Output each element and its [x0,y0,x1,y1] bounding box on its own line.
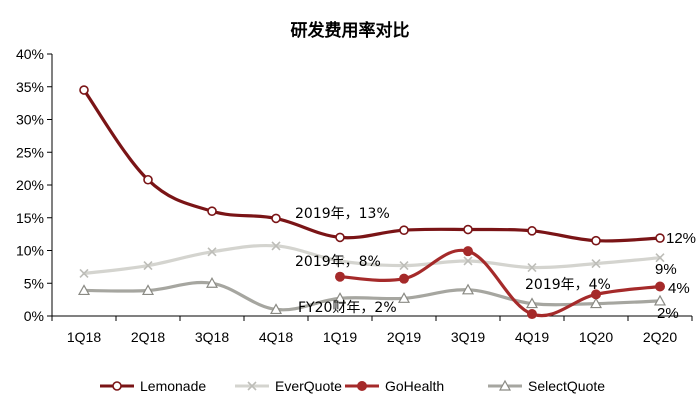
point-everquote [591,259,601,269]
legend-marker-everquote [247,381,257,391]
annotation-selectquote-fy20: FY20财年，2% [298,300,397,316]
y-tick-label: 30% [16,112,44,128]
x-tick-label: 1Q20 [579,329,613,345]
x-tick-label: 2Q20 [643,329,677,345]
x-axis: 1Q18 2Q18 3Q18 4Q18 1Q19 2Q19 3Q19 4Q19 1Q20 2Q20 [51,315,693,345]
x-tick-label: 2Q18 [131,329,165,345]
point-everquote [143,260,153,271]
annotation-gohealth-2019: 2019年，4% [525,277,611,293]
point-gohealth [527,309,537,320]
point-lemonade [655,233,665,243]
y-tick-label: 20% [16,177,44,193]
point-lemonade [207,206,217,216]
end-label-lemonade: 12% [666,230,696,247]
point-everquote [271,241,281,251]
point-gohealth [463,246,473,257]
point-everquote [527,262,537,273]
point-selectquote [269,303,283,315]
y-tick-label: 35% [16,79,44,95]
y-tick-label: 10% [16,243,44,259]
y-tick-label: 0% [24,308,44,324]
point-everquote [399,260,409,271]
legend-marker-gohealth [357,381,367,391]
point-everquote [207,247,217,257]
chart-title: 研发费用率对比 [291,20,410,41]
series-line-lemonade [82,88,662,243]
point-selectquote [525,297,539,309]
point-everquote [655,253,665,263]
legend-label-selectquote: SelectQuote [528,378,605,394]
y-tick-label: 5% [24,275,44,291]
end-label-everquote: 9% [655,261,677,278]
point-selectquote [397,292,411,303]
end-label-gohealth: 4% [668,280,690,297]
point-gohealth [591,289,601,300]
end-label-selectquote: 2% [657,305,679,322]
point-selectquote [589,297,603,309]
point-selectquote [653,294,667,306]
end-labels: 12% 9% 4% 2% [655,230,696,322]
point-gohealth [335,271,345,282]
point-lemonade [271,213,281,224]
point-gohealth [399,273,409,284]
point-lemonade [591,235,601,246]
legend-marker-selectquote [498,379,512,391]
point-lemonade [335,232,345,243]
x-tick-label: 1Q19 [323,329,357,345]
point-lemonade [79,85,89,95]
point-lemonade [143,174,153,185]
annotation-everquote-2019: 2019年，8% [295,254,381,270]
x-tick-label: 4Q18 [259,329,293,345]
series-line-selectquote [82,280,662,312]
x-tick-label: 1Q18 [67,329,101,345]
legend: Lemonade EverQuote GoHealth SelectQuote [100,378,605,394]
point-everquote [79,268,89,278]
legend-label-everquote: EverQuote [275,378,342,394]
y-tick-label: 25% [16,144,44,160]
y-tick-label: 40% [16,46,44,62]
legend-label-lemonade: Lemonade [140,378,206,394]
y-tick-label: 15% [16,210,44,226]
legend-marker-lemonade [112,381,122,391]
x-tick-label: 4Q19 [515,329,549,345]
point-gohealth [655,281,665,292]
point-lemonade [527,226,537,236]
point-everquote [463,256,473,266]
point-selectquote [141,284,155,296]
point-everquote [335,256,345,266]
point-selectquote [77,284,91,296]
point-selectquote [205,277,219,288]
x-tick-label: 3Q19 [451,329,485,345]
annotation-lemonade-2019: 2019年，13% [295,206,390,222]
point-selectquote [333,292,347,303]
annotations: 2019年，13% 2019年，8% FY20财年，2% 2019年，4% [295,206,611,316]
y-axis: 0% 5% 10% 15% 20% 25% 30% 35% 40% [16,46,53,324]
x-tick-label: 3Q18 [195,329,229,345]
point-lemonade [399,225,409,235]
x-tick-label: 2Q19 [387,329,421,345]
legend-label-gohealth: GoHealth [385,378,444,394]
series-layer [77,85,667,320]
point-selectquote [461,283,475,295]
series-line-everquote [82,243,662,276]
point-lemonade [463,224,473,235]
